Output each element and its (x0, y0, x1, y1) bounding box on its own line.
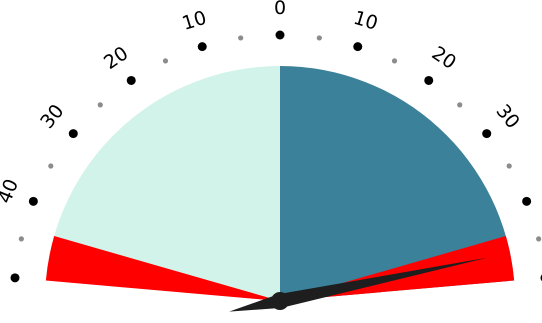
major-tick-dot (424, 75, 434, 85)
needle-hub (271, 292, 289, 310)
major-tick-dot (482, 129, 492, 139)
tick-label: 10 (180, 7, 210, 35)
gauge-scale-dots (10, 30, 542, 283)
gauge-needle (229, 257, 488, 312)
minor-tick-dot (162, 58, 169, 64)
minor-tick-dot (18, 236, 24, 242)
major-tick-dot (522, 196, 532, 206)
tick-label: 40 (537, 176, 542, 207)
tick-label: 10 (351, 7, 381, 35)
tick-label: 30 (492, 100, 524, 133)
gauge-right-zone (280, 66, 515, 301)
tick-label: 0 (274, 0, 286, 19)
tick-label: 20 (100, 42, 132, 74)
gauge-left-zone (45, 66, 280, 301)
minor-tick-dot (457, 102, 463, 108)
minor-tick-dot (97, 102, 103, 108)
tick-label: 20 (428, 42, 460, 74)
minor-tick-dot (536, 236, 542, 242)
minor-tick-dot (506, 163, 512, 169)
minor-tick-dot (48, 163, 54, 169)
major-tick-dot (197, 42, 207, 52)
major-tick-dot (275, 30, 285, 40)
minor-tick-dot (391, 58, 398, 64)
major-tick-dot (126, 75, 136, 85)
tick-label: 30 (36, 100, 68, 133)
major-tick-dot (28, 196, 38, 206)
minor-tick-dot (238, 35, 244, 41)
gauge-left-danger-zone (45, 236, 280, 301)
needle-pointer (229, 257, 488, 312)
minor-tick-dot (316, 35, 322, 41)
major-tick-dot (10, 273, 20, 283)
tick-label: 40 (0, 176, 23, 207)
major-tick-dot (68, 129, 78, 139)
major-tick-dot (353, 42, 363, 52)
